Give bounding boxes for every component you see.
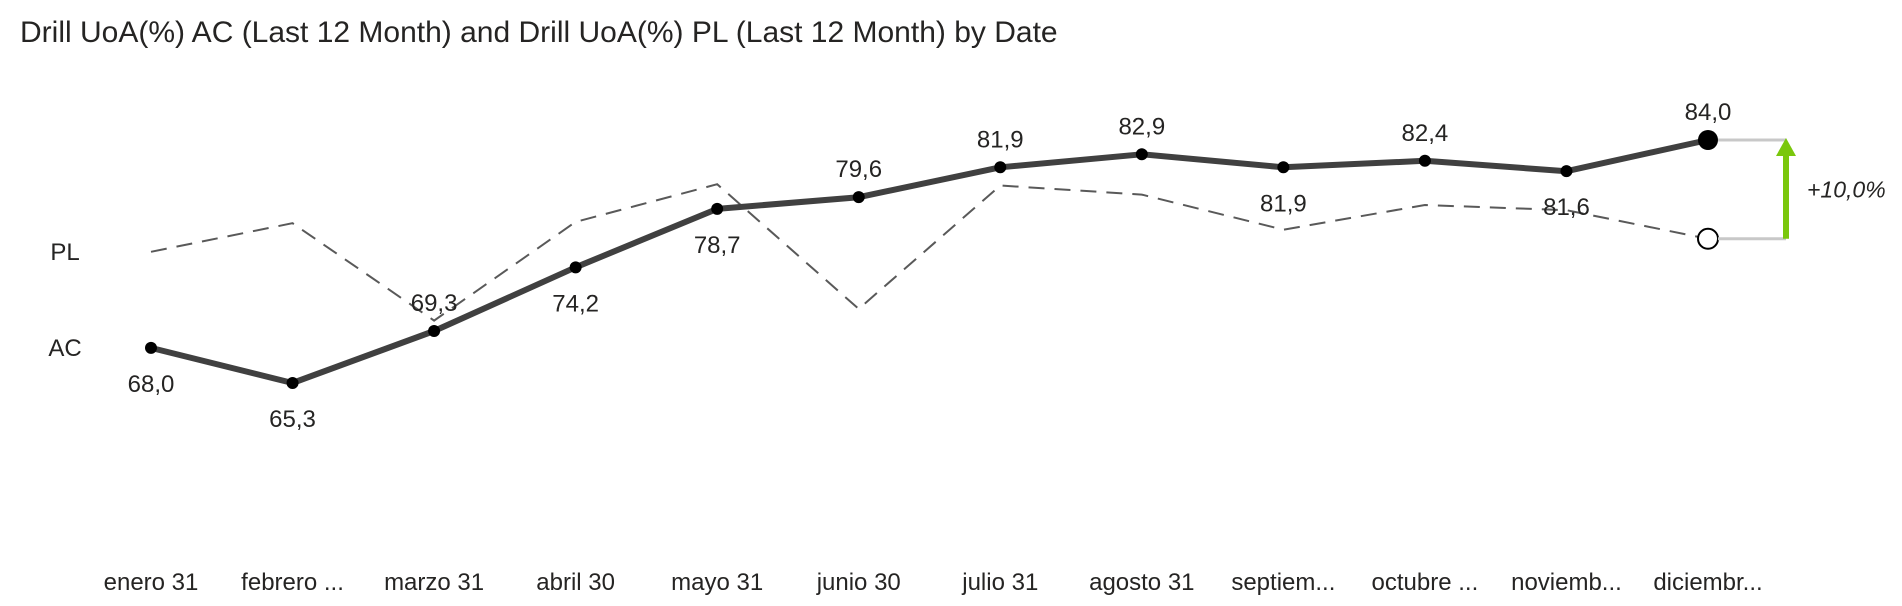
x-tick-label: diciembr... (1653, 569, 1762, 596)
x-axis: enero 31 febrero ... marzo 31 abril 30 mayo … (104, 569, 1763, 596)
ac-line (148, 137, 1711, 386)
ac-data-label: 82,9 (1118, 113, 1165, 140)
ac-data-label: 81,9 (1260, 190, 1307, 217)
x-tick-label: mayo 31 (671, 569, 763, 596)
pl-line (150, 183, 1709, 322)
pl-series (150, 183, 1719, 322)
ac-point (711, 202, 724, 215)
x-tick-label: noviemb... (1511, 569, 1622, 596)
ac-data-label: 84,0 (1685, 99, 1732, 126)
ac-point (994, 161, 1007, 174)
ac-point (1135, 148, 1148, 161)
x-tick-label: julio 31 (961, 569, 1038, 596)
x-tick-label: junio 30 (816, 569, 901, 596)
x-tick-label: marzo 31 (384, 569, 484, 596)
variance-indicator: +10,0% (1718, 138, 1886, 241)
ac-data-label: 74,2 (552, 290, 599, 317)
x-tick-label: septiem... (1231, 569, 1335, 596)
ac-data-label: 82,4 (1402, 120, 1449, 147)
series-label-ac: AC (48, 335, 81, 362)
ac-series: 68,0 65,3 69,3 74,2 78,7 79,6 81,9 82,9 81,9 82,4… (128, 99, 1732, 433)
ac-point (286, 377, 299, 389)
ac-point (1418, 154, 1431, 167)
ac-data-label: 78,7 (694, 232, 741, 259)
ac-data-label: 79,6 (835, 156, 882, 183)
variance-arrow-head (1776, 138, 1796, 156)
ac-point (569, 261, 582, 274)
ac-point (428, 325, 441, 338)
variance-label: +10,0% (1807, 176, 1886, 202)
ac-data-label: 69,3 (411, 290, 458, 317)
x-tick-label: abril 30 (536, 569, 615, 596)
ac-data-label: 81,9 (977, 126, 1024, 153)
ac-point (852, 191, 865, 204)
ac-point (1277, 161, 1290, 174)
ac-point (145, 341, 157, 354)
pl-last-point (1697, 227, 1719, 250)
ac-data-label: 81,6 (1543, 194, 1590, 221)
chart-title: Drill UoA(%) AC (Last 12 Month) and Dril… (20, 16, 1058, 49)
ac-point (1698, 130, 1718, 150)
series-label-pl: PL (50, 239, 79, 266)
x-tick-label: octubre ... (1372, 569, 1479, 596)
series-labels: PL AC (48, 239, 81, 362)
ac-point (1560, 165, 1573, 178)
x-tick-label: febrero ... (241, 569, 344, 596)
x-tick-label: agosto 31 (1089, 569, 1194, 596)
ac-data-label: 68,0 (128, 371, 175, 398)
ac-data-label: 65,3 (269, 406, 316, 433)
x-tick-label: enero 31 (104, 569, 199, 596)
